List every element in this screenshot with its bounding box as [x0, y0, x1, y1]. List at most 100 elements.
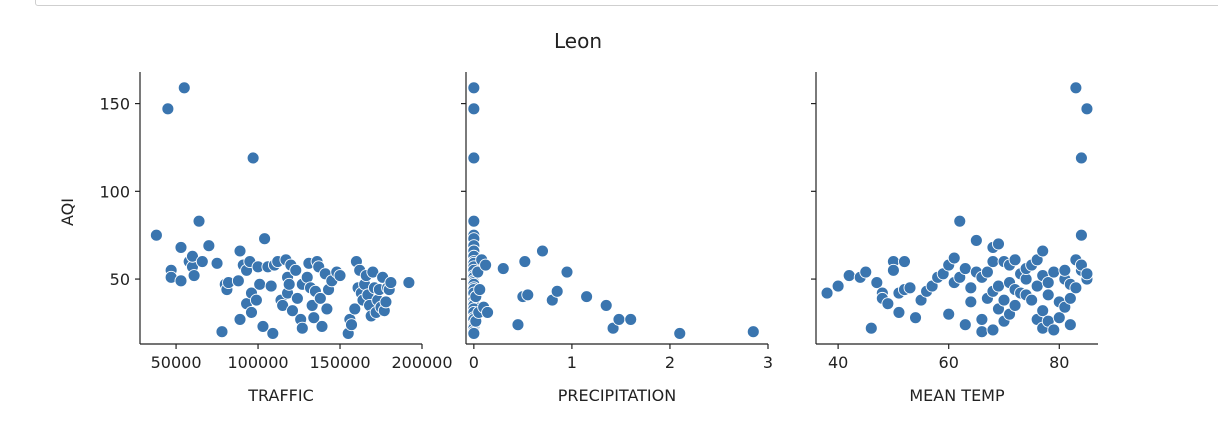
data-point [1074, 228, 1088, 242]
data-point [1008, 298, 1022, 312]
data-point [820, 286, 834, 300]
data-point [521, 288, 535, 302]
data-point [313, 291, 327, 305]
data-point [986, 255, 1000, 268]
data-point [295, 321, 309, 335]
x-tick-label: 40 [828, 353, 848, 372]
data-point [947, 251, 961, 265]
data-point [233, 244, 247, 258]
data-point [1069, 81, 1083, 95]
data-point [1041, 288, 1055, 302]
data-point [831, 279, 845, 293]
data-point [467, 327, 481, 340]
data-point [746, 325, 760, 339]
data-point [975, 325, 989, 339]
subplot-traffic: 50 100 150 50000 100000 150000 200000 TRAFFIC [99, 72, 453, 405]
subplot-precipitation: 0 1 2 3 PRECIPITATION [461, 72, 773, 405]
data-point [969, 234, 983, 247]
data-point [964, 295, 978, 309]
data-point [161, 102, 175, 116]
data-point [1080, 267, 1094, 281]
data-point [174, 241, 188, 254]
data-point [266, 327, 280, 340]
x-tick-label: 60 [939, 353, 959, 372]
data-point [479, 258, 493, 272]
x-tick-label: 80 [1049, 353, 1069, 372]
data-point [233, 312, 247, 326]
data-point [1008, 253, 1022, 267]
data-point [187, 269, 201, 283]
data-point [942, 307, 956, 321]
data-point [192, 214, 206, 228]
data-point [975, 312, 989, 326]
subplot-mean-temp: 40 60 80 MEAN TEMP [811, 72, 1098, 405]
data-point [282, 277, 296, 291]
data-point [231, 274, 245, 288]
data-point [898, 255, 911, 268]
x-tick-label: 200000 [391, 353, 452, 372]
data-point [842, 269, 856, 283]
data-point [1052, 311, 1066, 325]
data-point [1041, 276, 1055, 290]
data-point [402, 276, 416, 290]
data-point [315, 320, 329, 333]
data-point [1058, 263, 1072, 277]
data-point [997, 293, 1011, 307]
data-point [307, 311, 321, 325]
data-point [909, 311, 922, 325]
data-point [673, 327, 687, 340]
data-point [496, 262, 510, 275]
y-tick-label: 50 [110, 270, 130, 289]
data-point [258, 232, 272, 246]
data-point [892, 305, 906, 319]
data-point [953, 214, 967, 228]
data-point [1080, 102, 1094, 116]
data-point [881, 297, 895, 311]
x-tick-label: 1 [567, 353, 577, 372]
data-point [276, 298, 290, 312]
notebook-cell-border [35, 0, 1218, 6]
data-point [1036, 244, 1050, 258]
data-point [1063, 291, 1077, 305]
data-point [536, 244, 549, 258]
y-axis-label: AQI [58, 198, 77, 226]
data-point [210, 256, 224, 270]
data-point [467, 102, 481, 116]
data-point [249, 293, 263, 307]
data-point [366, 265, 380, 279]
data-point [870, 276, 884, 290]
data-point [264, 279, 278, 293]
data-point [256, 320, 270, 333]
data-point [289, 263, 303, 277]
data-point [1063, 318, 1077, 332]
data-point [202, 239, 216, 253]
data-point [1030, 279, 1044, 293]
data-point [624, 312, 638, 326]
data-point [246, 151, 260, 165]
data-point [599, 298, 613, 312]
data-point [286, 304, 299, 318]
data-point [992, 279, 1005, 293]
data-point [986, 323, 1000, 337]
data-point [1047, 323, 1061, 337]
chart-title: Leon [554, 29, 602, 53]
data-point [550, 284, 564, 298]
x-tick-label: 150000 [309, 353, 370, 372]
x-axis-label: TRAFFIC [247, 386, 313, 405]
data-point [958, 262, 972, 275]
data-point [1069, 281, 1083, 295]
data-point [580, 290, 594, 304]
data-point [606, 321, 620, 335]
data-point [467, 151, 481, 165]
data-point [886, 263, 900, 277]
data-point [1036, 304, 1050, 318]
data-point [864, 321, 878, 335]
data-point [518, 255, 532, 268]
data-point [964, 281, 978, 295]
data-point [186, 249, 199, 263]
x-tick-label: 50000 [151, 353, 202, 372]
data-point [1074, 151, 1088, 165]
data-point [1025, 293, 1039, 307]
data-point [333, 269, 347, 283]
